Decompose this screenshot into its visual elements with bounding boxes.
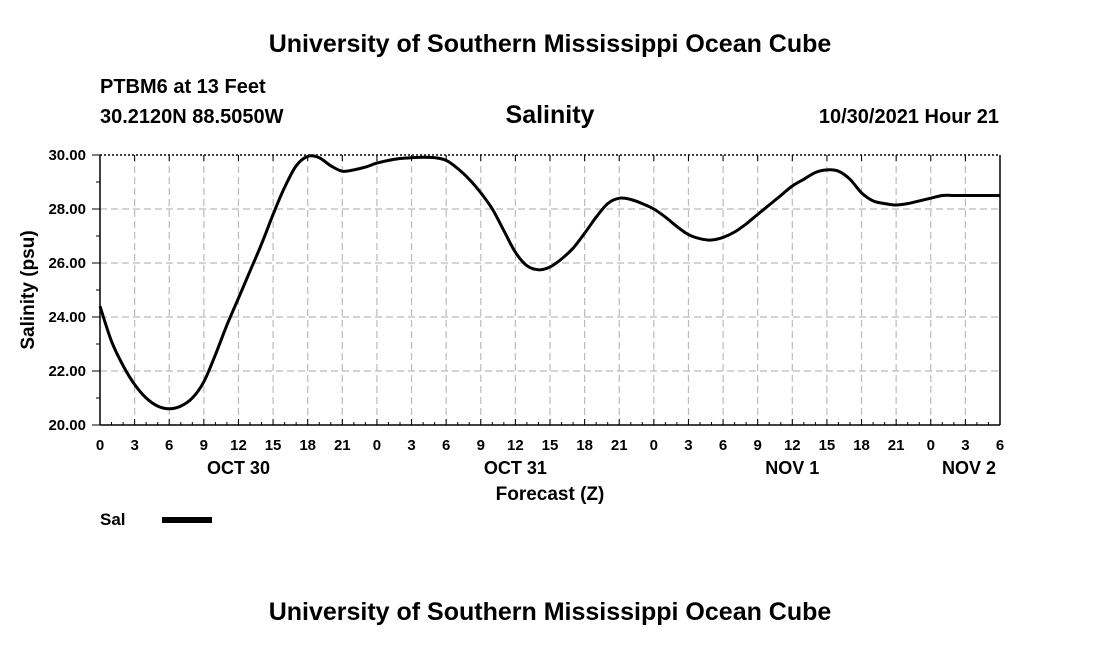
main-title: University of Southern Mississippi Ocean… <box>268 30 832 58</box>
x-tick-label: 3 <box>961 437 969 454</box>
run-time-label: 10/30/2021 Hour 21 <box>818 106 999 128</box>
legend-swatch-sal <box>162 517 212 523</box>
x-tick-label: 21 <box>888 437 905 454</box>
x-date-label: NOV 1 <box>765 458 819 478</box>
x-tick-label: 9 <box>754 437 762 454</box>
station-coordinates: 30.2120N 88.5050W <box>100 106 284 128</box>
y-tick-label: 26.00 <box>48 255 86 272</box>
legend-label-sal: Sal <box>100 510 126 529</box>
y-tick-label: 24.00 <box>48 309 86 326</box>
x-tick-label: 21 <box>611 437 628 454</box>
x-date-label: OCT 30 <box>207 458 270 478</box>
series-layer <box>98 154 1000 411</box>
x-tick-label: 15 <box>265 437 282 454</box>
x-tick-label: 12 <box>507 437 524 454</box>
x-tick-label: 6 <box>719 437 727 454</box>
axes <box>92 154 1001 426</box>
station-label: PTBM6 at 13 Feet <box>100 76 266 98</box>
x-tick-label: 3 <box>130 437 138 454</box>
x-tick-label: 18 <box>576 437 593 454</box>
y-tick-label: 20.00 <box>48 417 86 434</box>
footer-title: University of Southern Mississippi Ocean… <box>268 598 832 626</box>
x-tick-label: 12 <box>784 437 801 454</box>
x-tick-label: 0 <box>373 437 381 454</box>
x-tick-label: 12 <box>230 437 247 454</box>
x-tick-label: 6 <box>442 437 450 454</box>
x-tick-label: 3 <box>407 437 415 454</box>
y-tick-label: 28.00 <box>48 201 86 218</box>
chart-title: Salinity <box>505 101 595 129</box>
axis-labels: 0 3 6 9 12 15 18 21 0 3 6 9 12 15 18 21 0 3 6 9 12 15 18 21 0 3 6 2… <box>18 147 1004 505</box>
x-tick-label: 15 <box>542 437 559 454</box>
x-tick-label: 0 <box>650 437 658 454</box>
x-tick-label: 9 <box>200 437 208 454</box>
y-tick-label: 30.00 <box>48 147 86 164</box>
x-date-label: NOV 2 <box>942 458 996 478</box>
y-axis-title: Salinity (psu) <box>18 230 39 349</box>
x-tick-label: 9 <box>477 437 485 454</box>
x-tick-label: 0 <box>96 437 104 454</box>
x-tick-label: 18 <box>853 437 870 454</box>
x-date-label: OCT 31 <box>484 458 547 478</box>
series-line-sal <box>98 154 1000 411</box>
x-tick-label: 18 <box>299 437 316 454</box>
x-axis-title: Forecast (Z) <box>496 484 605 505</box>
y-tick-label: 22.00 <box>48 363 86 380</box>
x-tick-label: 21 <box>334 437 351 454</box>
x-tick-label: 6 <box>165 437 173 454</box>
x-tick-label: 3 <box>684 437 692 454</box>
x-tick-label: 6 <box>996 437 1004 454</box>
x-tick-label: 15 <box>819 437 836 454</box>
x-tick-label: 0 <box>927 437 935 454</box>
